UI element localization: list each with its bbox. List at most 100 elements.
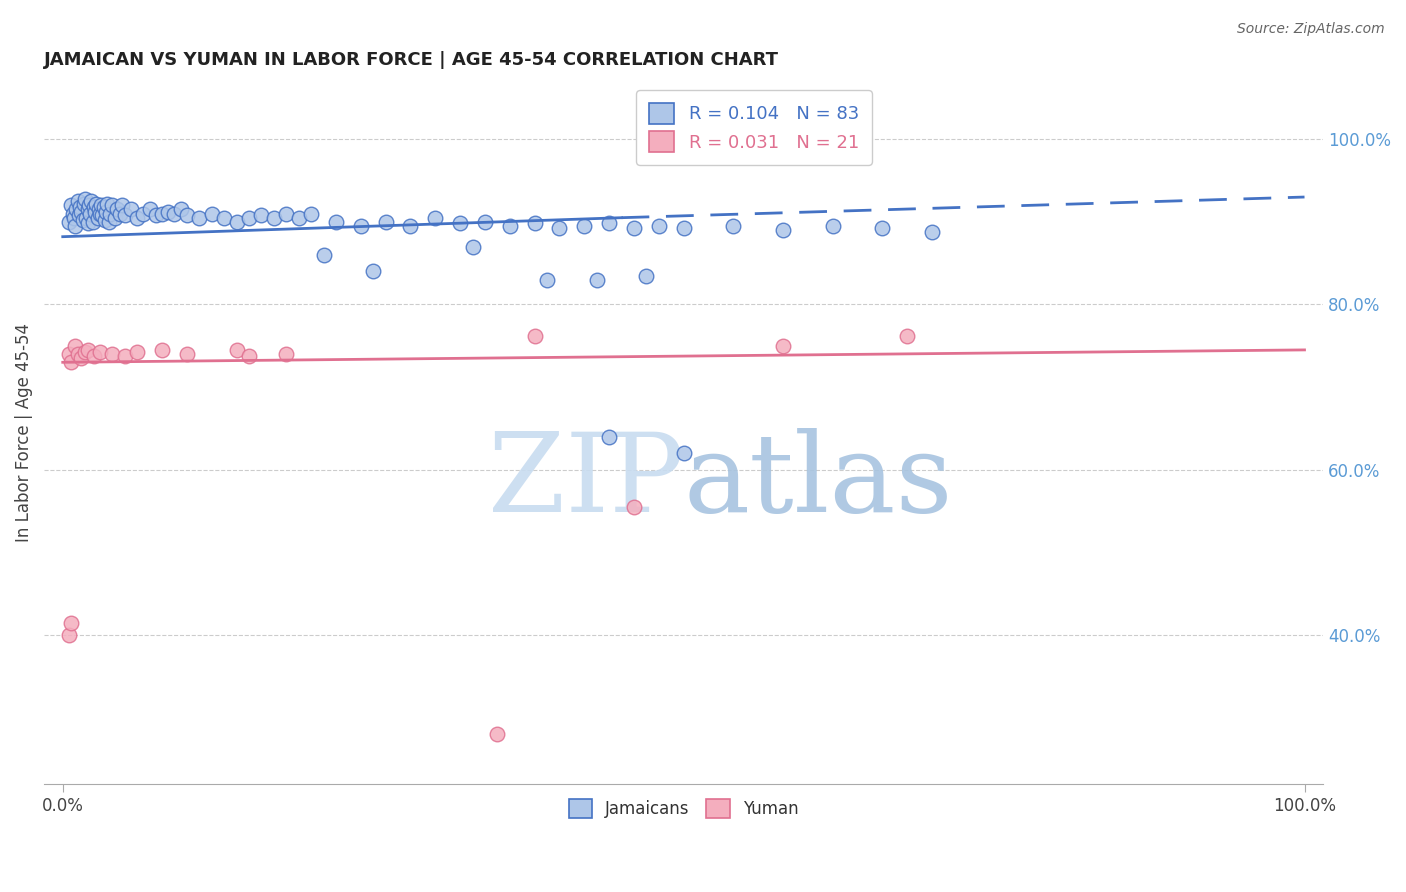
Point (58, 347, 80, 361)
Point (399, 219, 422, 233)
Point (58, 215, 80, 229)
Point (574, 219, 596, 233)
Point (76, 217, 98, 231)
Point (60, 355, 83, 369)
Point (84, 196, 107, 211)
Point (76, 202, 98, 217)
Point (132, 206, 155, 220)
Point (772, 223, 794, 237)
Point (94, 213, 117, 227)
Point (263, 211, 285, 225)
Point (623, 500, 645, 514)
Point (114, 349, 136, 363)
Point (723, 219, 745, 233)
Point (70, 351, 93, 366)
Point (201, 206, 224, 220)
Point (163, 206, 186, 220)
Point (548, 221, 571, 235)
Point (623, 221, 645, 235)
Point (176, 347, 198, 361)
Legend: Jamaicans, Yuman: Jamaicans, Yuman (562, 792, 806, 824)
Point (598, 217, 620, 231)
Point (84, 205, 107, 219)
Point (63, 211, 86, 225)
Point (374, 215, 396, 229)
Point (108, 206, 131, 220)
Point (76, 343, 98, 357)
Text: JAMAICAN VS YUMAN IN LABOR FORCE | AGE 45-54 CORRELATION CHART: JAMAICAN VS YUMAN IN LABOR FORCE | AGE 4… (44, 51, 779, 69)
Point (238, 211, 260, 225)
Point (87, 202, 110, 217)
Point (127, 211, 149, 225)
Point (111, 198, 134, 212)
Point (138, 202, 160, 217)
Point (73, 196, 96, 211)
Point (150, 343, 173, 357)
Text: Source: ZipAtlas.com: Source: ZipAtlas.com (1237, 22, 1385, 37)
Point (921, 225, 943, 239)
Point (83, 200, 105, 214)
Point (299, 206, 322, 220)
Point (66, 194, 89, 209)
Text: atlas: atlas (683, 428, 953, 535)
Point (145, 208, 167, 222)
Point (86, 211, 108, 225)
Point (89, 345, 111, 359)
Point (114, 208, 136, 222)
Point (872, 221, 894, 235)
Point (97, 215, 120, 229)
Point (98, 206, 121, 220)
Point (101, 347, 124, 361)
Point (772, 339, 794, 353)
Point (90, 198, 112, 212)
Point (89, 206, 111, 220)
Point (75, 345, 97, 359)
Point (499, 219, 522, 233)
Point (79, 206, 101, 220)
Point (536, 273, 558, 287)
Point (83, 349, 105, 363)
Point (66, 347, 89, 361)
Y-axis label: In Labor Force | Age 45-54: In Labor Force | Age 45-54 (15, 323, 32, 542)
Point (62, 206, 84, 220)
Point (77, 198, 100, 212)
Text: ZIP: ZIP (488, 428, 683, 535)
Point (75, 211, 97, 225)
Point (225, 215, 247, 229)
Point (96, 196, 118, 211)
Point (325, 215, 347, 229)
Point (80, 194, 103, 209)
Point (82, 215, 104, 229)
Point (176, 208, 198, 222)
Point (60, 615, 83, 630)
Point (350, 219, 373, 233)
Point (225, 343, 247, 357)
Point (598, 430, 620, 444)
Point (63, 339, 86, 353)
Point (585, 273, 607, 287)
Point (170, 202, 193, 217)
Point (69, 200, 91, 214)
Point (188, 211, 211, 225)
Point (276, 206, 298, 220)
Point (523, 329, 546, 343)
Point (104, 211, 127, 225)
Point (648, 219, 671, 233)
Point (449, 217, 471, 231)
Point (91, 208, 114, 222)
Point (636, 268, 658, 283)
Point (72, 213, 94, 227)
Point (58, 628, 80, 642)
Point (523, 217, 546, 231)
Point (212, 211, 235, 225)
Point (287, 211, 309, 225)
Point (672, 221, 695, 235)
Point (127, 345, 149, 359)
Point (120, 202, 142, 217)
Point (672, 446, 695, 460)
Point (65, 202, 87, 217)
Point (93, 200, 115, 214)
Point (67, 208, 90, 222)
Point (425, 211, 447, 225)
Point (150, 206, 173, 220)
